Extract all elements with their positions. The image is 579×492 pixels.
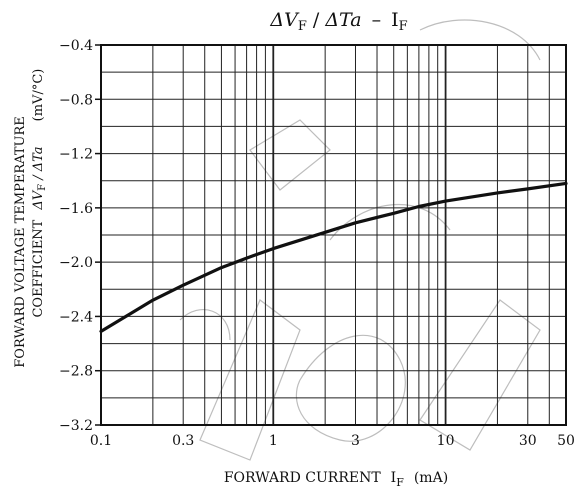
title-third-sub: F	[399, 19, 408, 34]
series-group	[99, 181, 568, 333]
title-main-sub: F	[298, 19, 307, 34]
y-tick-label: −2.8	[59, 364, 93, 380]
x-axis-label-main: FORWARD CURRENT	[224, 470, 382, 486]
y-axis-label-line2: COEFFICIENT ΔVF / ΔTa	[31, 146, 48, 317]
x-axis-label-symbol: I	[391, 470, 397, 486]
x-axis-label-symbol-sub: F	[396, 476, 404, 489]
y-axis-label-line2-symbol: ΔV	[31, 189, 46, 210]
x-tick-label: 1	[269, 433, 278, 449]
y-tick-label: −0.4	[59, 38, 93, 54]
title-third: I	[391, 9, 399, 31]
y-axis-label-unit: (mV/°C)	[31, 69, 46, 122]
y-tick-label: −0.8	[59, 92, 93, 108]
y-tick-label: −2.4	[59, 309, 93, 325]
title-sep: /	[307, 9, 325, 31]
x-tick-label: 10	[437, 433, 455, 449]
y-axis-label-line2-rest: / ΔTa	[31, 146, 46, 183]
y-tick-label: −1.6	[59, 201, 93, 217]
title-second: ΔTa	[324, 9, 361, 31]
series-line	[99, 181, 568, 333]
y-axis-label: FORWARD VOLTAGE TEMPERATURE COEFFICIENT Δ…	[13, 69, 48, 368]
y-axis-label-line2-prefix: COEFFICIENT	[31, 219, 46, 317]
x-tick-labels: 0.1 0.3 1 3 10 30 50	[90, 433, 575, 449]
y-tick-label: −1.2	[59, 147, 93, 163]
title-dash: –	[372, 9, 382, 31]
x-tick-label: 0.1	[90, 433, 112, 449]
title-main: ΔV	[269, 9, 300, 31]
y-tick-label: −2.0	[59, 255, 93, 271]
x-tick-label: 3	[351, 433, 360, 449]
y-axis-label-line2-symbol-sub: F	[37, 184, 48, 191]
x-tick-label: 30	[519, 433, 537, 449]
x-axis-label: FORWARD CURRENT IF (mA)	[224, 470, 448, 489]
x-axis-label-unit: (mA)	[414, 470, 448, 486]
watermark	[179, 19, 541, 461]
x-tick-label: 50	[557, 433, 575, 449]
chart-title: ΔVF / ΔTa – IF	[269, 9, 407, 34]
y-tick-labels: −3.2 −2.8 −2.4 −2.0 −1.6 −1.2 −0.8 −0.4	[59, 38, 101, 434]
plot-area	[100, 44, 567, 426]
y-axis-label-line1: FORWARD VOLTAGE TEMPERATURE	[13, 116, 28, 367]
y-tick-label: −3.2	[59, 418, 93, 434]
x-tick-label: 0.3	[172, 433, 194, 449]
grid	[100, 44, 567, 426]
